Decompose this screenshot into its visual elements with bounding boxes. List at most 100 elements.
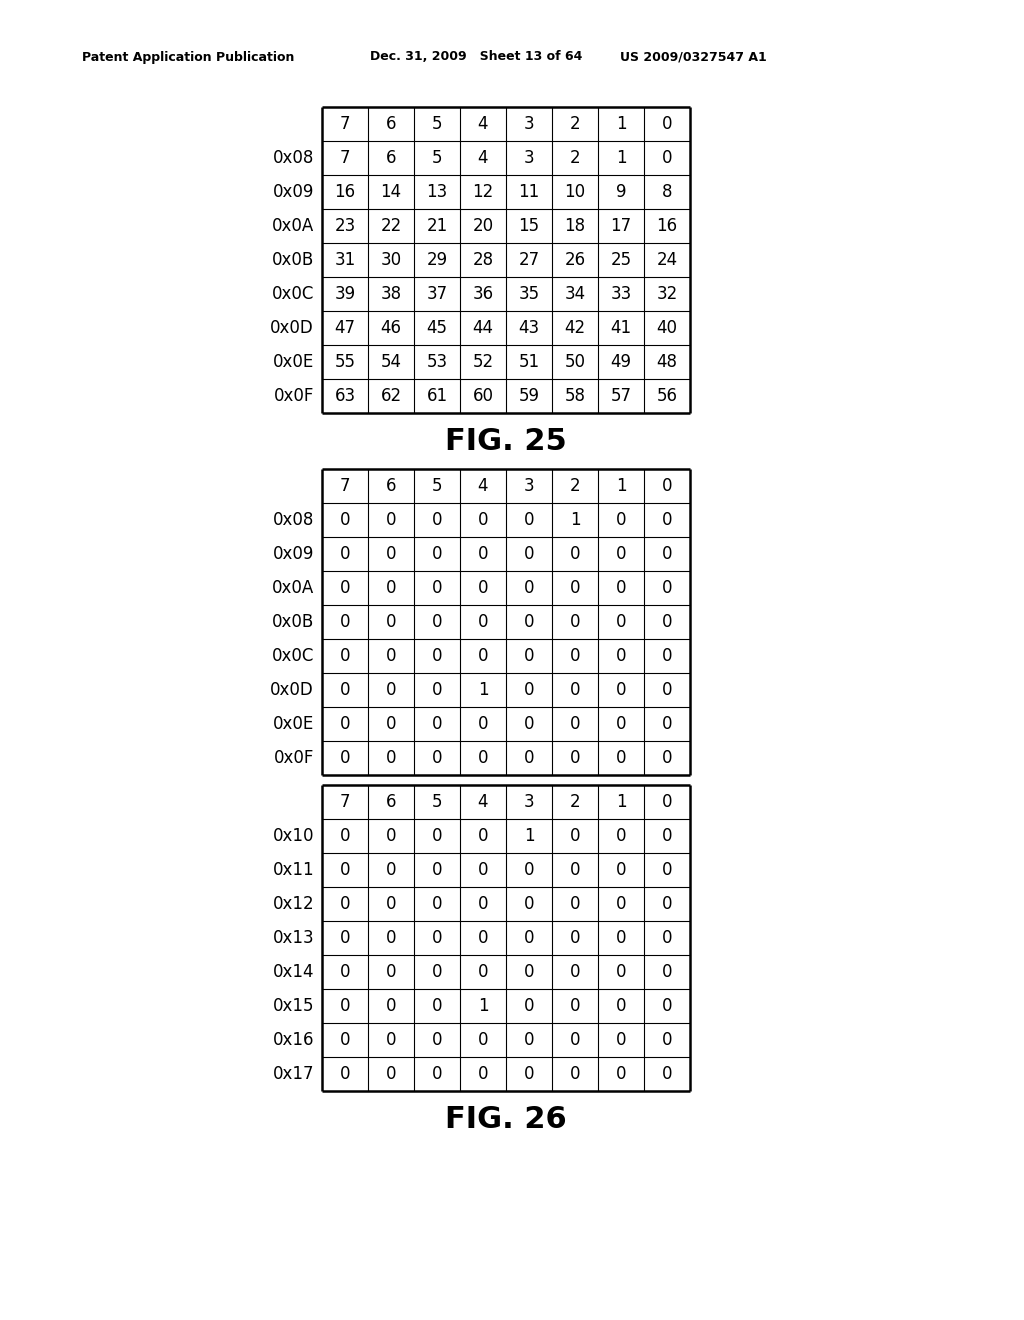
Text: 0: 0	[662, 748, 672, 767]
Text: 0: 0	[523, 612, 535, 631]
Text: 0: 0	[386, 612, 396, 631]
Text: 55: 55	[335, 352, 355, 371]
Text: 1: 1	[569, 511, 581, 529]
Text: 0: 0	[615, 748, 627, 767]
Text: 0: 0	[523, 1031, 535, 1049]
Text: 62: 62	[381, 387, 401, 405]
Text: 0: 0	[432, 895, 442, 913]
Text: 0: 0	[386, 828, 396, 845]
Text: 0: 0	[615, 929, 627, 946]
Text: 0: 0	[386, 511, 396, 529]
Text: 0: 0	[662, 681, 672, 700]
Text: 0: 0	[478, 748, 488, 767]
Text: 2: 2	[569, 793, 581, 810]
Text: 0: 0	[478, 895, 488, 913]
Text: 0: 0	[615, 511, 627, 529]
Text: 0: 0	[662, 1065, 672, 1082]
Text: 0: 0	[386, 964, 396, 981]
Text: 63: 63	[335, 387, 355, 405]
Text: 0x09: 0x09	[272, 545, 314, 564]
Text: 0: 0	[478, 828, 488, 845]
Text: 41: 41	[610, 319, 632, 337]
Text: 0: 0	[386, 715, 396, 733]
Text: 0: 0	[615, 828, 627, 845]
Text: 0: 0	[569, 748, 581, 767]
Text: 0x10: 0x10	[272, 828, 314, 845]
Text: 53: 53	[426, 352, 447, 371]
Text: 1: 1	[615, 115, 627, 133]
Text: 0: 0	[569, 579, 581, 597]
Text: 0: 0	[478, 964, 488, 981]
Text: US 2009/0327547 A1: US 2009/0327547 A1	[620, 50, 767, 63]
Text: 0: 0	[662, 579, 672, 597]
Text: 4: 4	[478, 793, 488, 810]
Text: 0: 0	[662, 149, 672, 168]
Text: 32: 32	[656, 285, 678, 304]
Text: 0x0E: 0x0E	[272, 352, 314, 371]
Text: 3: 3	[523, 793, 535, 810]
Text: 52: 52	[472, 352, 494, 371]
Text: 34: 34	[564, 285, 586, 304]
Text: 0: 0	[478, 511, 488, 529]
Text: 16: 16	[335, 183, 355, 201]
Text: 57: 57	[610, 387, 632, 405]
Text: 12: 12	[472, 183, 494, 201]
Text: 0: 0	[478, 545, 488, 564]
Text: 0: 0	[432, 681, 442, 700]
Text: 0: 0	[340, 1031, 350, 1049]
Text: 39: 39	[335, 285, 355, 304]
Text: 0: 0	[432, 1031, 442, 1049]
Text: 0: 0	[478, 579, 488, 597]
Text: 1: 1	[615, 477, 627, 495]
Text: 0: 0	[386, 1031, 396, 1049]
Text: 1: 1	[477, 681, 488, 700]
Text: 0: 0	[662, 545, 672, 564]
Text: 0x0A: 0x0A	[271, 579, 314, 597]
Text: 5: 5	[432, 477, 442, 495]
Text: 0: 0	[523, 1065, 535, 1082]
Text: 0: 0	[569, 647, 581, 665]
Text: 0: 0	[615, 681, 627, 700]
Text: 3: 3	[523, 115, 535, 133]
Text: 17: 17	[610, 216, 632, 235]
Text: 4: 4	[478, 115, 488, 133]
Text: 43: 43	[518, 319, 540, 337]
Text: 0: 0	[662, 997, 672, 1015]
Text: 0: 0	[340, 579, 350, 597]
Text: 0x0B: 0x0B	[271, 612, 314, 631]
Text: 0: 0	[432, 612, 442, 631]
Text: 0x09: 0x09	[272, 183, 314, 201]
Text: 10: 10	[564, 183, 586, 201]
Text: 5: 5	[432, 115, 442, 133]
Text: 0: 0	[340, 964, 350, 981]
Text: 2: 2	[569, 149, 581, 168]
Text: 0: 0	[662, 647, 672, 665]
Text: 27: 27	[518, 251, 540, 269]
Text: 45: 45	[427, 319, 447, 337]
Text: 49: 49	[610, 352, 632, 371]
Text: 0: 0	[340, 545, 350, 564]
Text: 0: 0	[340, 681, 350, 700]
Text: 0: 0	[432, 545, 442, 564]
Text: 0: 0	[340, 1065, 350, 1082]
Text: 0: 0	[432, 579, 442, 597]
Text: 0: 0	[569, 929, 581, 946]
Text: 6: 6	[386, 115, 396, 133]
Text: 0: 0	[569, 612, 581, 631]
Text: 4: 4	[478, 149, 488, 168]
Text: 0: 0	[523, 964, 535, 981]
Text: 0: 0	[615, 964, 627, 981]
Text: 0: 0	[569, 1031, 581, 1049]
Text: 0x08: 0x08	[272, 149, 314, 168]
Text: 0: 0	[662, 964, 672, 981]
Text: 31: 31	[335, 251, 355, 269]
Text: 23: 23	[335, 216, 355, 235]
Text: 0: 0	[386, 748, 396, 767]
Text: 8: 8	[662, 183, 672, 201]
Text: 0: 0	[569, 715, 581, 733]
Text: 3: 3	[523, 477, 535, 495]
Text: 0: 0	[615, 715, 627, 733]
Text: 29: 29	[426, 251, 447, 269]
Text: 0x0A: 0x0A	[271, 216, 314, 235]
Bar	[322, 785, 690, 1092]
